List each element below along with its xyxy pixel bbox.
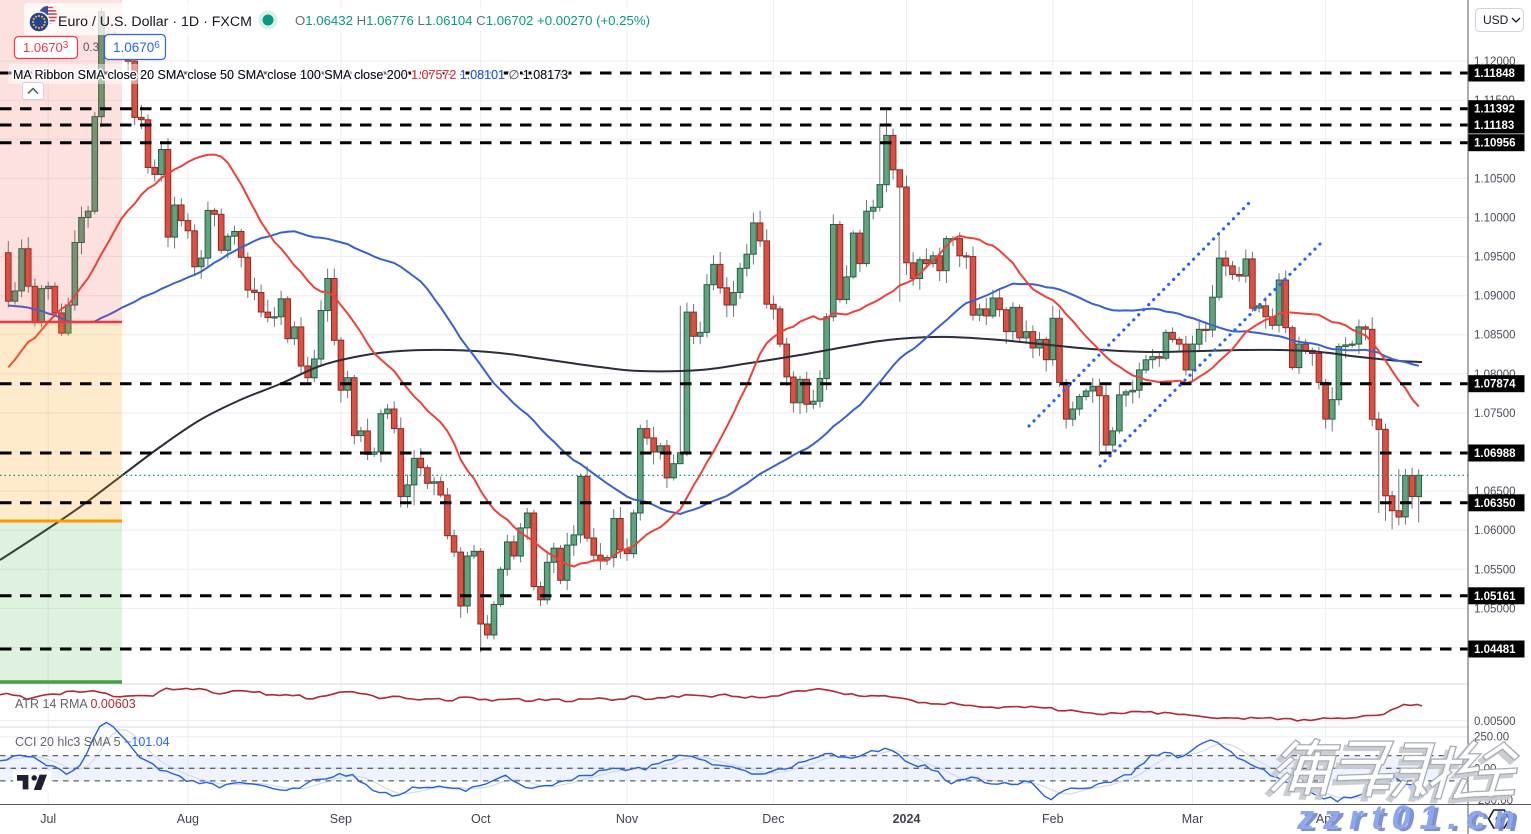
svg-text:Feb: Feb <box>1042 812 1064 826</box>
svg-text:1.09000: 1.09000 <box>1474 291 1516 303</box>
svg-text:ATR 14 RMA 0.00603: ATR 14 RMA 0.00603 <box>15 697 136 711</box>
svg-text:1.06706: 1.06706 <box>113 40 160 55</box>
svg-text:1.10956: 1.10956 <box>1474 138 1516 150</box>
svg-text:1.08500: 1.08500 <box>1474 330 1516 342</box>
svg-text:1.06703: 1.06703 <box>23 40 69 55</box>
svg-text:250.00: 250.00 <box>1474 732 1509 744</box>
svg-text:O1.06432 H1.06776 L1.06104 C1.: O1.06432 H1.06776 L1.06104 C1.06702 +0.0… <box>295 13 650 28</box>
svg-text:1.04481: 1.04481 <box>1474 644 1516 656</box>
svg-text:1.11848: 1.11848 <box>1474 68 1516 80</box>
svg-text:1.05161: 1.05161 <box>1474 591 1516 603</box>
svg-text:Euro / U.S. Dollar · 1D · FXCM: Euro / U.S. Dollar · 1D · FXCM <box>58 14 252 30</box>
svg-text:1.10000: 1.10000 <box>1474 213 1516 225</box>
svg-text:0.3: 0.3 <box>83 42 99 54</box>
svg-text:Sep: Sep <box>330 812 352 826</box>
svg-text:zzrt01.cn: zzrt01.cn <box>1300 801 1528 834</box>
svg-text:1.06988: 1.06988 <box>1474 448 1516 460</box>
svg-text:Nov: Nov <box>616 812 639 826</box>
svg-text:Aug: Aug <box>177 812 199 826</box>
svg-text:1.10500: 1.10500 <box>1474 173 1516 185</box>
svg-text:1.05000: 1.05000 <box>1474 603 1516 615</box>
svg-text:Apr: Apr <box>1316 812 1335 826</box>
svg-text:Oct: Oct <box>471 812 491 826</box>
svg-text:MA Ribbon SMA close 20 SMA clo: MA Ribbon SMA close 20 SMA close 50 SMA … <box>13 68 568 82</box>
svg-text:CCI 20 hlc3 SMA 5 −101.04: CCI 20 hlc3 SMA 5 −101.04 <box>15 735 170 749</box>
svg-text:2024: 2024 <box>893 812 921 826</box>
svg-text:1.11392: 1.11392 <box>1474 104 1515 116</box>
svg-text:1.05500: 1.05500 <box>1474 564 1516 576</box>
svg-text:Dec: Dec <box>762 812 784 826</box>
svg-text:Jul: Jul <box>40 812 56 826</box>
svg-text:1.07500: 1.07500 <box>1474 408 1516 420</box>
svg-text:USD: USD <box>1483 13 1509 27</box>
svg-text:0.00500: 0.00500 <box>1474 716 1516 728</box>
svg-text:1.06350: 1.06350 <box>1474 498 1516 510</box>
svg-text:Mar: Mar <box>1182 812 1204 826</box>
svg-text:1.09500: 1.09500 <box>1474 252 1516 264</box>
svg-text:1.11183: 1.11183 <box>1474 120 1514 132</box>
svg-text:1.07874: 1.07874 <box>1474 379 1516 391</box>
svg-text:zzrt01.cn: zzrt01.cn <box>1296 799 1524 834</box>
svg-text:1.06000: 1.06000 <box>1474 525 1516 537</box>
svg-text:MA Ribbon SMA close 20 SMA clo: MA Ribbon SMA close 20 SMA close 50 SMA … <box>13 68 568 82</box>
